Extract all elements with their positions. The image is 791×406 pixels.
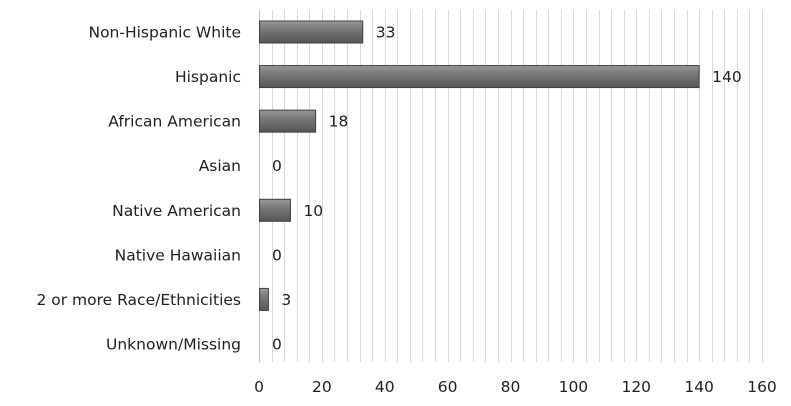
x-tick-label: 80: [501, 378, 521, 396]
category-label: Unknown/Missing: [106, 335, 241, 353]
bar: [259, 65, 700, 89]
category-label: Native American: [112, 202, 241, 220]
x-tick-label: 20: [312, 378, 332, 396]
x-tick-label: 100: [559, 378, 589, 396]
data-label: 18: [329, 113, 349, 131]
x-tick-label: 140: [684, 378, 714, 396]
bar: [259, 109, 317, 133]
data-label: 0: [272, 246, 282, 264]
bar: [259, 20, 364, 44]
x-tick-label: 160: [747, 378, 777, 396]
data-label: 140: [712, 68, 742, 86]
category-label: Native Hawaiian: [115, 246, 241, 264]
x-tick-label: 120: [621, 378, 651, 396]
category-label: Non-Hispanic White: [88, 24, 241, 42]
data-label: 3: [281, 291, 291, 309]
bar-layer: [259, 20, 700, 311]
grid-layer: [259, 10, 763, 362]
x-tick-label: 0: [254, 378, 264, 396]
data-label: 0: [272, 157, 282, 175]
category-label: African American: [108, 113, 241, 131]
category-label: Hispanic: [175, 68, 241, 86]
bar: [259, 198, 291, 222]
bar: [259, 287, 269, 311]
x-tick-label: 60: [438, 378, 458, 396]
category-label: Asian: [199, 157, 241, 175]
data-label: 0: [272, 335, 282, 353]
data-label: 10: [303, 202, 323, 220]
category-label: 2 or more Race/Ethnicities: [36, 291, 241, 309]
data-label: 33: [376, 24, 396, 42]
x-tick-label: 40: [375, 378, 395, 396]
